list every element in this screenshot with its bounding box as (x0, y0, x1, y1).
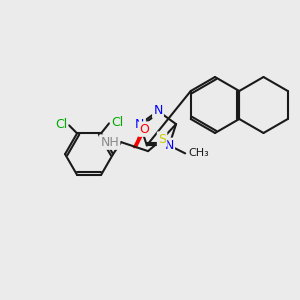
Text: N: N (153, 104, 163, 118)
Text: Cl: Cl (111, 116, 123, 129)
Text: Cl: Cl (55, 118, 67, 131)
Text: S: S (158, 133, 166, 146)
Text: NH: NH (100, 136, 119, 148)
Text: O: O (139, 123, 149, 136)
Text: CH₃: CH₃ (188, 148, 209, 158)
Text: N: N (135, 118, 145, 130)
Text: N: N (164, 139, 174, 152)
